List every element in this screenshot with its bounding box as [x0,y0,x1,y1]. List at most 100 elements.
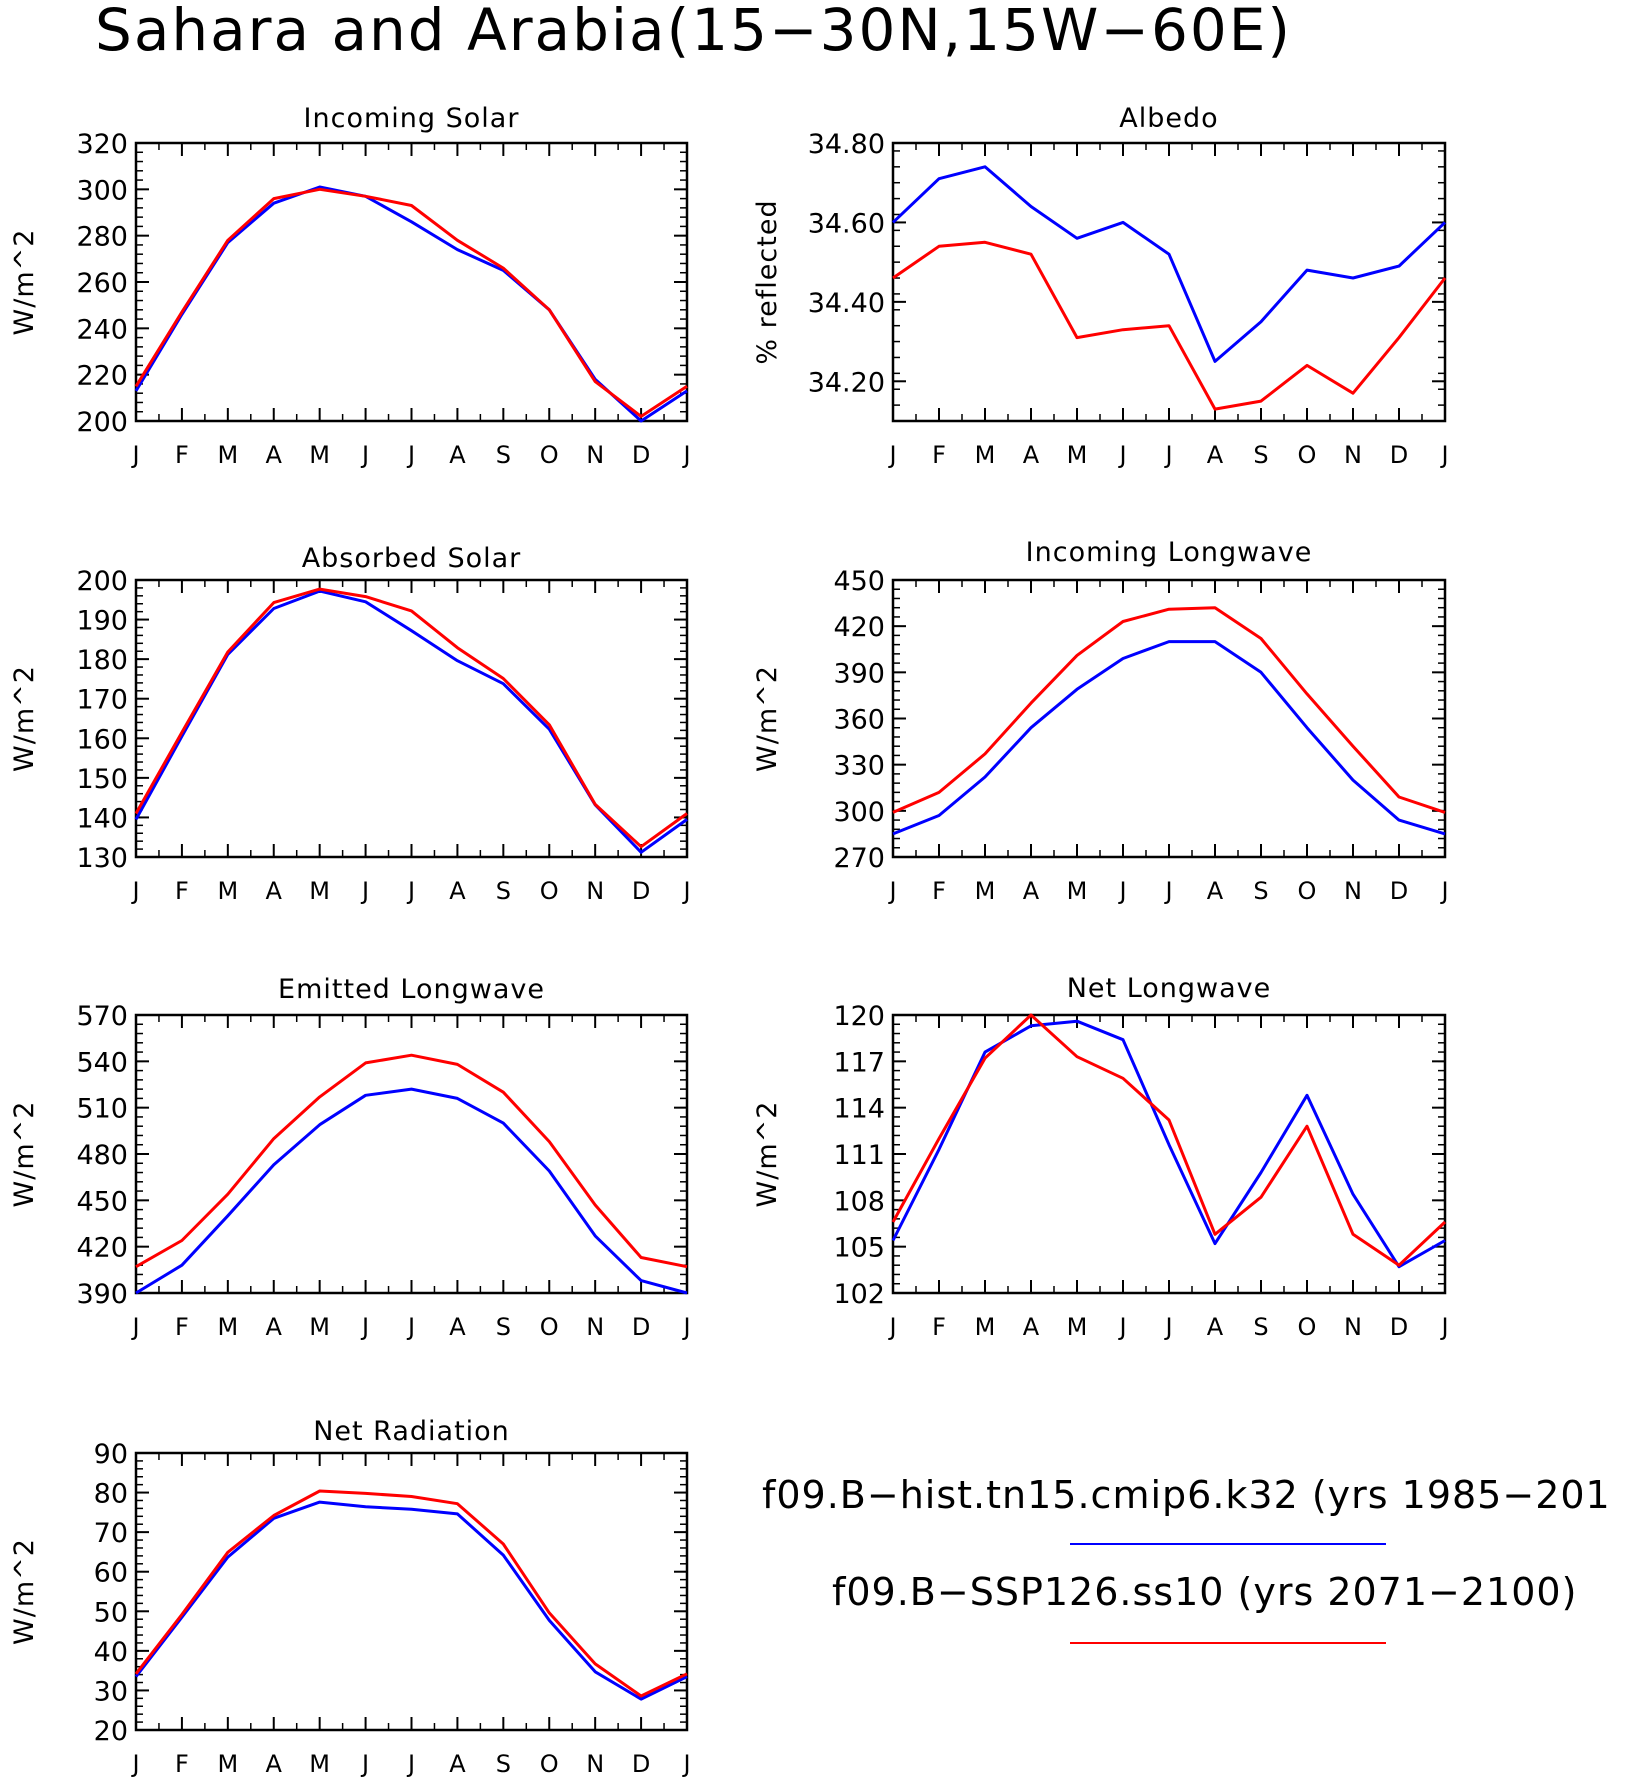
x-tick-label: M [217,441,238,469]
x-tick-label: J [681,441,690,469]
y-tick-label: 330 [833,751,885,782]
legend-label-hist: f09.B−hist.tn15.cmip6.k32 (yrs 1985−201 [762,1473,1611,1517]
y-tick-label: 450 [833,566,885,597]
x-tick-label: A [1207,877,1224,905]
y-tick-label: 120 [833,1001,885,1032]
y-tick-label: 570 [76,1001,128,1032]
y-tick-label: 170 [76,685,128,716]
x-tick-label: O [540,1313,559,1341]
y-tick-label: 420 [76,1233,128,1264]
x-tick-label: D [632,1313,650,1341]
y-tick-label: 390 [76,1279,128,1310]
x-tick-label: F [175,877,189,905]
x-tick-label: J [681,1750,690,1778]
x-tick-label: A [1023,1313,1040,1341]
x-tick-label: J [1117,1313,1126,1341]
x-tick-label: S [496,441,511,469]
x-tick-label: J [887,1313,896,1341]
x-tick-label: A [449,1750,466,1778]
x-tick-label: O [1298,441,1317,469]
x-tick-label: D [1390,441,1408,469]
x-tick-label: A [1023,877,1040,905]
y-tick-label: 34.60 [808,208,885,239]
y-tick-label: 270 [833,843,885,874]
x-tick-label: A [1207,441,1224,469]
x-tick-label: F [932,441,946,469]
y-tick-label: 30 [94,1676,128,1707]
y-tick-label: 130 [76,843,128,874]
panel-title: Net Longwave [1067,973,1272,1004]
y-tick-label: 117 [833,1047,885,1078]
x-tick-label: J [130,877,139,905]
x-tick-label: N [586,1313,604,1341]
x-tick-label: S [496,1313,511,1341]
x-tick-label: D [1390,1313,1408,1341]
panel-title: Incoming Longwave [1026,537,1313,568]
x-tick-label: O [540,441,559,469]
series-line-1 [891,165,1447,363]
x-tick-label: A [1023,441,1040,469]
y-axis-label: W/m^2 [752,665,783,772]
x-tick-label: N [1344,441,1362,469]
y-tick-label: 150 [76,764,128,795]
y-tick-label: 108 [833,1186,885,1217]
x-tick-label: N [586,877,604,905]
x-tick-label: O [1298,877,1317,905]
series-line-2 [891,1013,1447,1267]
series-line-1 [134,185,688,423]
y-axis-label: W/m^2 [9,1101,40,1208]
x-tick-label: M [1067,877,1088,905]
x-tick-label: J [406,441,415,469]
panel-title: Net Radiation [313,1416,510,1447]
x-tick-label: A [449,1313,466,1341]
y-tick-label: 60 [94,1558,128,1589]
x-tick-label: S [1253,441,1268,469]
y-tick-label: 34.80 [808,129,885,160]
plot-frame [891,578,1447,859]
y-tick-label: 200 [76,566,128,597]
series-line-1 [134,1500,688,1701]
y-axis-label: W/m^2 [9,229,40,336]
x-tick-label: N [1344,1313,1362,1341]
x-tick-label: M [1067,441,1088,469]
x-tick-label: A [266,877,283,905]
x-tick-label: F [932,877,946,905]
x-tick-label: F [932,1313,946,1341]
x-tick-label: J [360,1313,369,1341]
series-line-2 [892,240,1447,411]
x-tick-label: J [406,877,415,905]
y-tick-label: 280 [76,222,128,253]
x-tick-label: M [1067,1313,1088,1341]
x-tick-label: J [1439,441,1448,469]
series-line-1 [892,640,1446,836]
y-tick-label: 160 [76,724,128,755]
x-tick-label: J [1163,877,1172,905]
x-tick-label: S [496,1750,511,1778]
legend-label-ssp126: f09.B−SSP126.ss10 (yrs 2071−2100) [832,1570,1577,1614]
y-tick-label: 140 [76,803,128,834]
x-tick-label: J [406,1313,415,1341]
x-tick-label: J [130,1313,139,1341]
series-line-2 [134,587,688,849]
x-tick-label: A [449,877,466,905]
x-tick-label: M [309,441,330,469]
y-axis-label: W/m^2 [752,1101,783,1208]
y-tick-label: 50 [94,1597,128,1628]
x-tick-label: O [540,877,559,905]
y-tick-label: 34.40 [808,288,885,319]
y-tick-label: 300 [76,175,128,206]
y-tick-label: 190 [76,606,128,637]
plot-frame [891,1013,1447,1295]
x-tick-label: J [887,877,896,905]
y-tick-label: 90 [94,1439,128,1470]
y-tick-label: 260 [76,268,128,299]
y-tick-label: 540 [76,1047,128,1078]
y-tick-label: 240 [76,314,128,345]
series-line-2 [892,606,1446,814]
x-tick-label: O [1298,1313,1317,1341]
